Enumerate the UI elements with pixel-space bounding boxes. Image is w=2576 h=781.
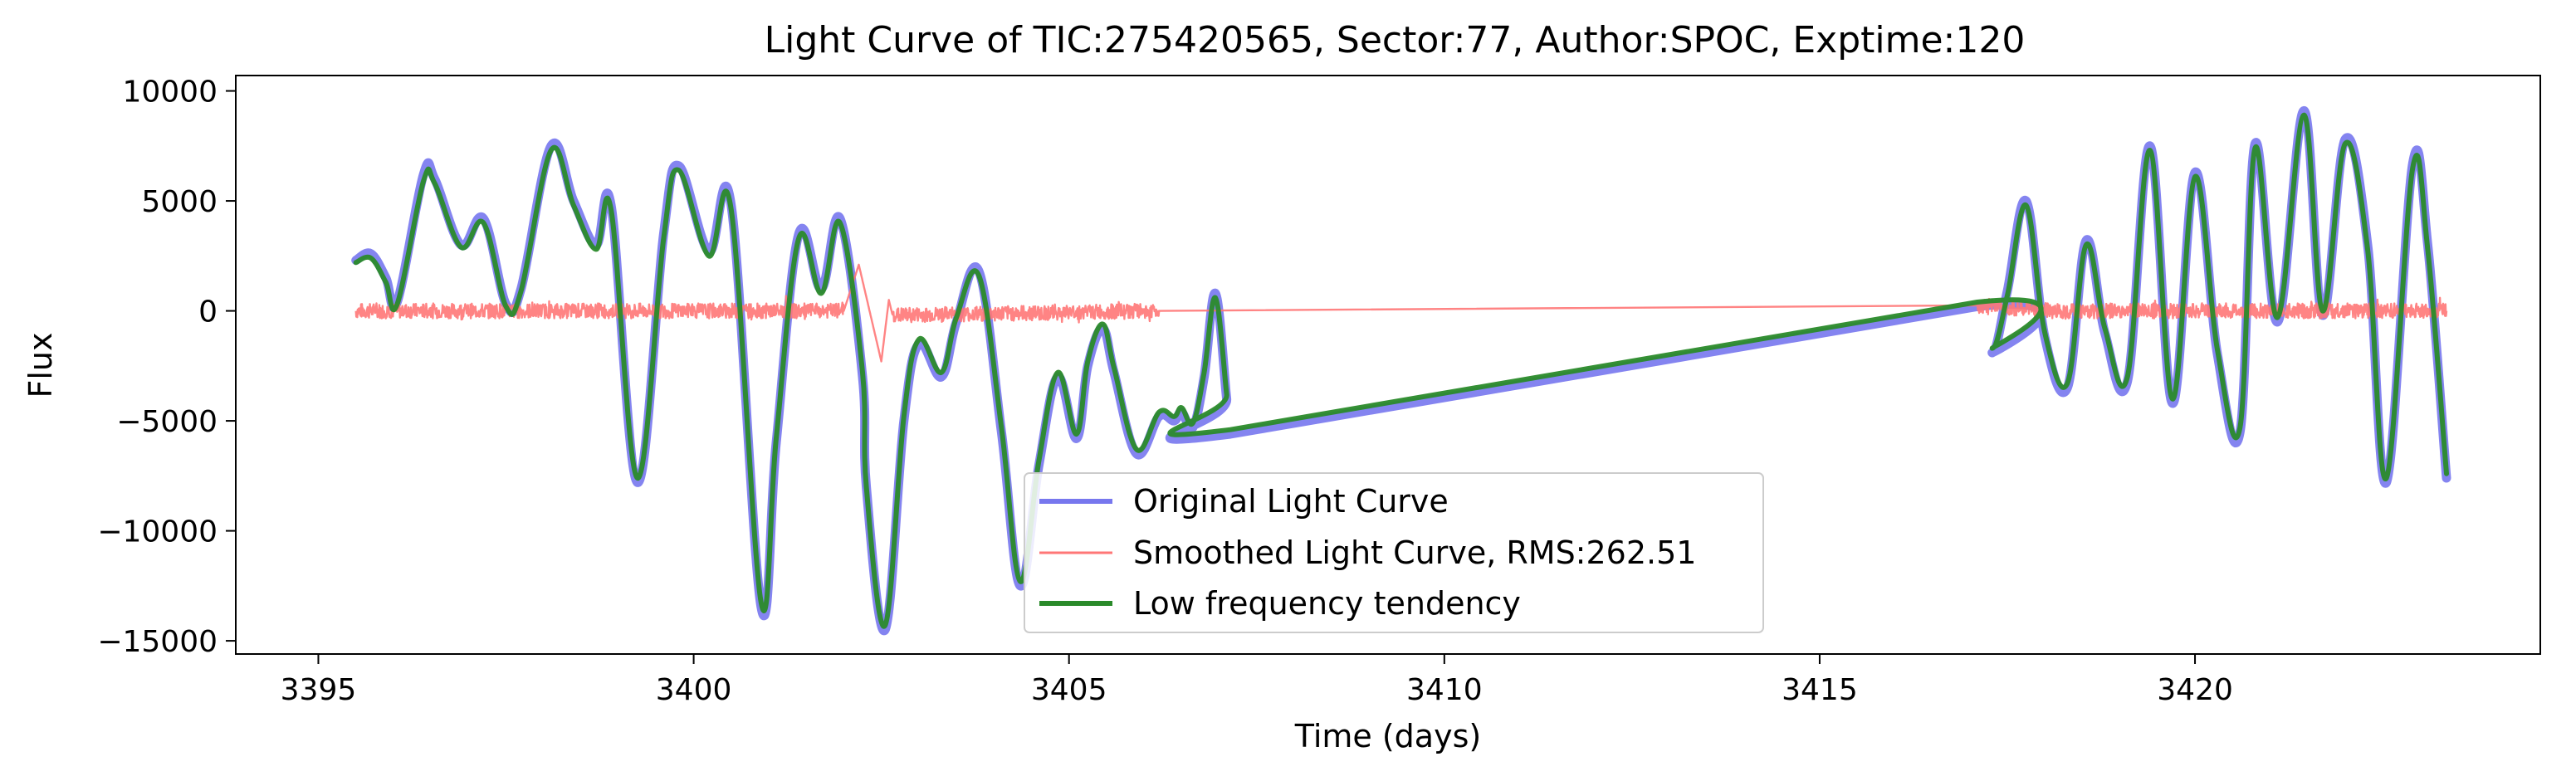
y-tick-label: 5000 bbox=[141, 185, 218, 219]
plot-series bbox=[351, 105, 2451, 636]
x-tick-label: 3415 bbox=[1782, 673, 1858, 707]
plot-frame bbox=[235, 75, 2541, 655]
x-tick-label: 3420 bbox=[2157, 673, 2233, 707]
low-frequency-tendency-line bbox=[353, 112, 2449, 629]
legend-label-original: Original Light Curve bbox=[1133, 483, 1449, 520]
x-tick-label: 3395 bbox=[281, 673, 357, 707]
y-tick-label: −5000 bbox=[116, 405, 218, 439]
legend-label-low-frequency: Low frequency tendency bbox=[1133, 585, 1521, 622]
legend-label-smoothed: Smoothed Light Curve, RMS:262.51 bbox=[1133, 534, 1696, 571]
axis-ticks: 3395 3400 3405 3410 3415 3420 10000 5000 0 −5000 −… bbox=[97, 76, 2233, 707]
chart-title: Light Curve of TIC:275420565, Sector:77,… bbox=[765, 19, 2026, 61]
y-tick-label: 0 bbox=[198, 295, 218, 329]
x-tick-label: 3410 bbox=[1406, 673, 1483, 707]
y-tick-label: −15000 bbox=[97, 625, 218, 659]
y-tick-label: −10000 bbox=[97, 515, 218, 549]
x-tick-label: 3405 bbox=[1031, 673, 1107, 707]
x-tick-label: 3400 bbox=[656, 673, 732, 707]
legend: Original Light Curve Smoothed Light Curv… bbox=[1024, 472, 1764, 633]
y-axis-label: Flux bbox=[22, 333, 59, 398]
x-axis-label: Time (days) bbox=[1294, 718, 1481, 754]
y-tick-label: 10000 bbox=[122, 76, 218, 110]
legend-box bbox=[1024, 472, 1764, 633]
smoothed-light-curve-line bbox=[354, 263, 2448, 363]
